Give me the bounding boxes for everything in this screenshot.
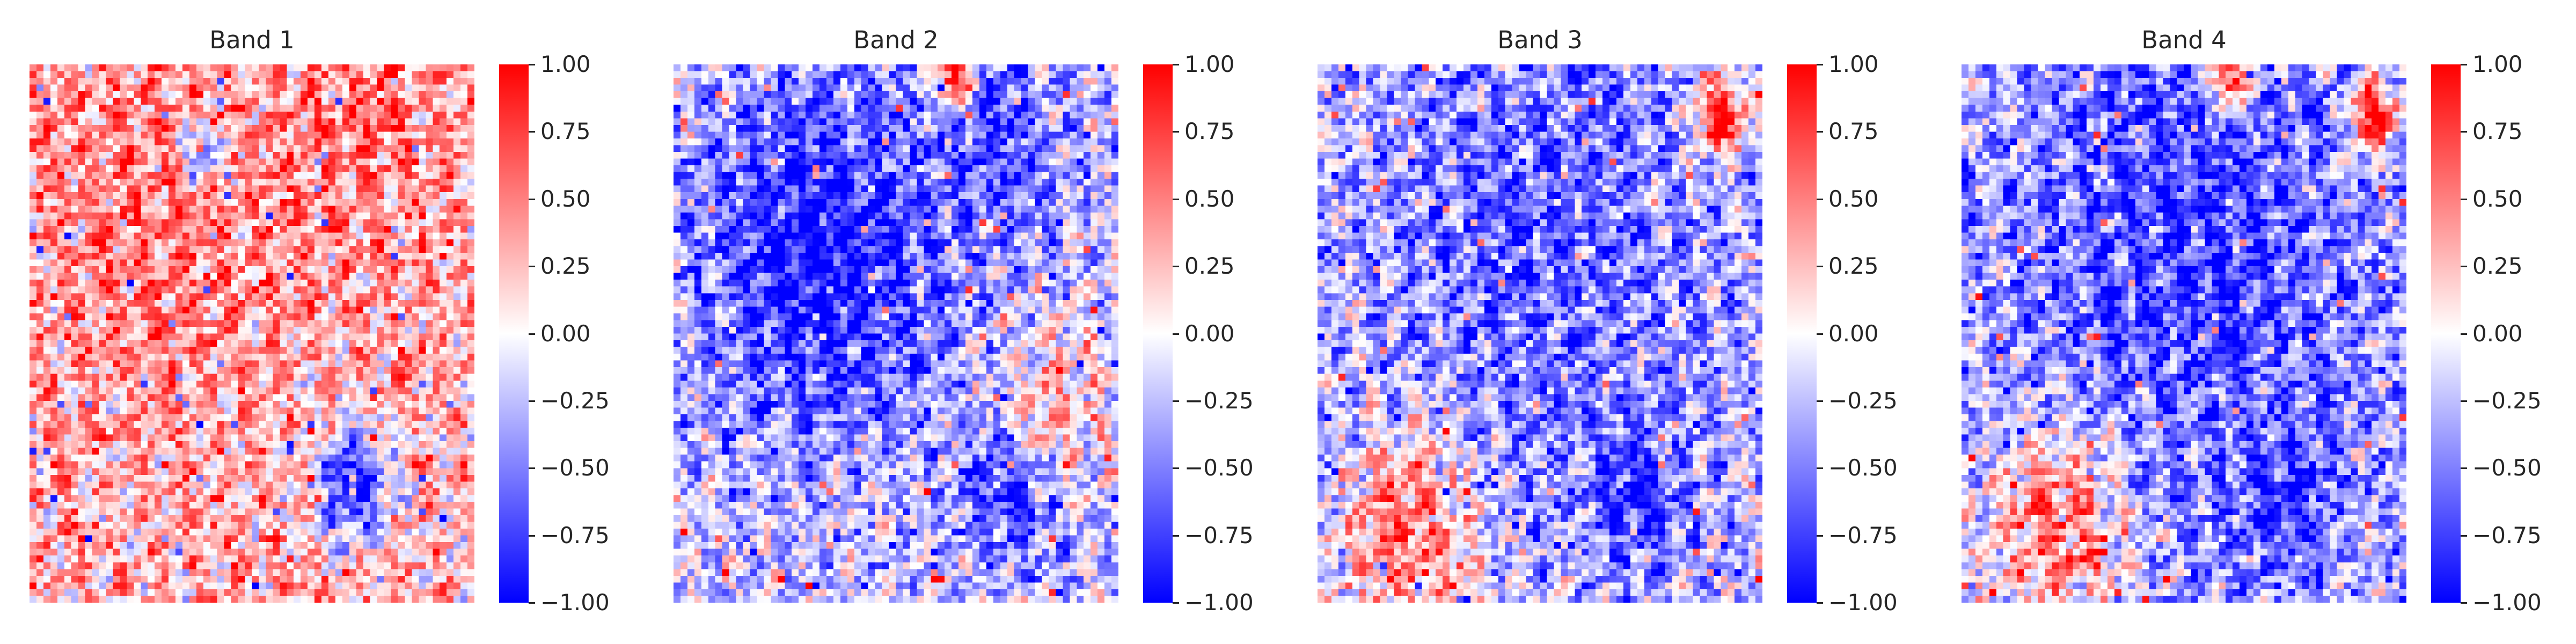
colorbar-tick-label: 0.75 (1828, 118, 1879, 145)
colorbar-tick-mark (2461, 467, 2467, 470)
colorbar-tick-mark (1817, 198, 1823, 200)
colorbar-tick-label: −0.75 (2472, 522, 2542, 548)
colorbar-tick-label: 0.75 (540, 118, 591, 145)
colorbar-tick-mark (1817, 333, 1823, 335)
colorbar-tick-mark (2461, 400, 2467, 402)
colorbar-tick-label: −0.50 (1184, 455, 1254, 481)
colorbar-ticks: 1.00 0.75 0.50 0.25 0.00 −0.25 −0.50 −0.75 −1.00 (1173, 51, 1280, 616)
colorbar-tick-label: 0.25 (540, 253, 591, 280)
colorbar-tick-mark (1817, 535, 1823, 537)
colorbar-tick-label: −0.50 (540, 455, 610, 481)
colorbar-tick-mark (2461, 535, 2467, 537)
colorbar-tick-label: 1.00 (1184, 51, 1235, 77)
colorbar-tick-mark (1817, 467, 1823, 470)
colorbar-tick-label: 0.00 (1184, 320, 1235, 347)
colorbar-tick-label: 0.00 (540, 320, 591, 347)
colorbar-tick-label: −0.25 (1184, 387, 1254, 414)
colorbar-tick-mark (1817, 400, 1823, 402)
heatmap-panel-band-1: Band 1 1.00 0.75 0.50 0.25 0.00 −0.25 −0.50 −0.… (0, 0, 644, 644)
colorbar-tick-mark (2461, 266, 2467, 268)
colorbar-tick-mark (1817, 64, 1823, 65)
colorbar-tick-mark (529, 266, 535, 268)
colorbar-tick-mark (529, 400, 535, 402)
colorbar-tick-mark (529, 602, 535, 604)
colorbar-tick-label: −0.75 (1828, 522, 1898, 548)
colorbar-tick-label: 0.75 (2472, 118, 2523, 145)
colorbar-tick-mark (529, 467, 535, 470)
colorbar-tick-label: −0.25 (540, 387, 610, 414)
colorbar-tick-mark (2461, 131, 2467, 133)
colorbar-tick-mark (2461, 64, 2467, 65)
colorbar-tick-label: −1.00 (2472, 589, 2542, 616)
colorbar-tick-mark (1173, 131, 1179, 133)
heatmap-canvas (1962, 64, 2406, 603)
colorbar-tick-label: 0.50 (540, 185, 591, 212)
colorbar-tick-mark (529, 535, 535, 537)
colorbar-tick-label: 0.25 (1184, 253, 1235, 280)
colorbar-tick-label: −1.00 (1184, 589, 1254, 616)
colorbar-ticks: 1.00 0.75 0.50 0.25 0.00 −0.25 −0.50 −0.75 −1.00 (1817, 51, 1924, 616)
heatmap-canvas (1318, 64, 1762, 603)
colorbar-tick-label: 0.25 (2472, 253, 2523, 280)
colorbar (2431, 64, 2461, 603)
colorbar-tick-label: −0.25 (1828, 387, 1898, 414)
panel-title: Band 4 (2141, 26, 2227, 54)
colorbar-tick-label: 1.00 (2472, 51, 2523, 77)
colorbar-tick-label: 1.00 (540, 51, 591, 77)
colorbar-tick-label: −0.50 (1828, 455, 1898, 481)
heatmap-panel-band-4: Band 4 1.00 0.75 0.50 0.25 0.00 −0.25 −0.50 −0.… (1932, 0, 2576, 644)
colorbar-tick-mark (2461, 333, 2467, 335)
colorbar-tick-label: 0.00 (2472, 320, 2523, 347)
panel-title: Band 3 (1497, 26, 1583, 54)
heatmap-canvas (674, 64, 1118, 603)
colorbar-tick-mark (1173, 266, 1179, 268)
colorbar (1787, 64, 1817, 603)
colorbar (1143, 64, 1173, 603)
colorbar-tick-label: 0.50 (2472, 185, 2523, 212)
colorbar (499, 64, 529, 603)
colorbar-tick-mark (1173, 535, 1179, 537)
colorbar-tick-label: 0.50 (1184, 185, 1235, 212)
colorbar-tick-mark (1173, 400, 1179, 402)
colorbar-tick-mark (1817, 602, 1823, 604)
colorbar-tick-mark (1173, 602, 1179, 604)
colorbar-tick-mark (1817, 131, 1823, 133)
colorbar-tick-label: 0.75 (1184, 118, 1235, 145)
colorbar-tick-mark (1173, 198, 1179, 200)
panel-title: Band 2 (853, 26, 939, 54)
colorbar-tick-label: −0.75 (1184, 522, 1254, 548)
colorbar-tick-mark (2461, 602, 2467, 604)
colorbar-ticks: 1.00 0.75 0.50 0.25 0.00 −0.25 −0.50 −0.75 −1.00 (529, 51, 636, 616)
colorbar-tick-label: −0.50 (2472, 455, 2542, 481)
heatmap-panel-band-3: Band 3 1.00 0.75 0.50 0.25 0.00 −0.25 −0.50 −0.… (1288, 0, 1932, 644)
colorbar-tick-mark (529, 333, 535, 335)
heatmap-panel-band-2: Band 2 1.00 0.75 0.50 0.25 0.00 −0.25 −0.50 −0.… (644, 0, 1288, 644)
colorbar-tick-mark (2461, 198, 2467, 200)
heatmap-canvas (30, 64, 474, 603)
colorbar-tick-label: −1.00 (540, 589, 610, 616)
panel-title: Band 1 (209, 26, 295, 54)
colorbar-tick-label: −1.00 (1828, 589, 1898, 616)
colorbar-tick-mark (529, 64, 535, 65)
colorbar-tick-label: 0.00 (1828, 320, 1879, 347)
colorbar-tick-mark (529, 198, 535, 200)
colorbar-tick-mark (1817, 266, 1823, 268)
colorbar-tick-label: 0.25 (1828, 253, 1879, 280)
colorbar-tick-label: 1.00 (1828, 51, 1879, 77)
colorbar-tick-label: 0.50 (1828, 185, 1879, 212)
colorbar-ticks: 1.00 0.75 0.50 0.25 0.00 −0.25 −0.50 −0.75 −1.00 (2461, 51, 2568, 616)
colorbar-tick-mark (1173, 333, 1179, 335)
colorbar-tick-mark (1173, 64, 1179, 65)
colorbar-tick-mark (529, 131, 535, 133)
colorbar-tick-label: −0.75 (540, 522, 610, 548)
colorbar-tick-label: −0.25 (2472, 387, 2542, 414)
colorbar-tick-mark (1173, 467, 1179, 470)
